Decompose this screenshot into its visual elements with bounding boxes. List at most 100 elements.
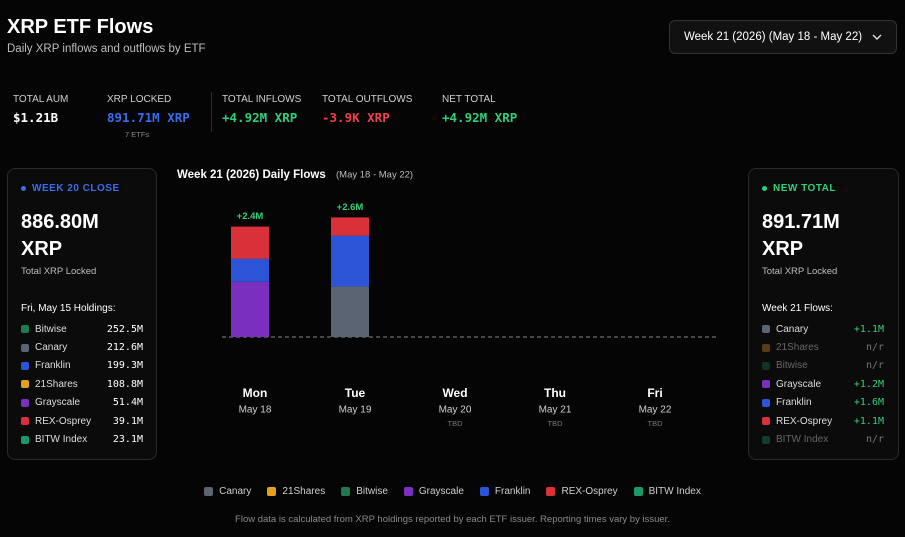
list-title: Week 21 Flows: <box>762 303 833 314</box>
list-row: 21Shares 108.8M <box>21 375 143 393</box>
legend-item: Canary <box>204 486 251 497</box>
row-value: 212.6M <box>106 342 143 354</box>
row-name: Canary <box>776 323 809 335</box>
row-name: REX-Osprey <box>776 415 833 427</box>
row-name: Franklin <box>776 397 812 409</box>
legend-item: BITW Index <box>633 486 701 497</box>
legend-swatch <box>633 487 643 496</box>
swatch <box>21 435 29 444</box>
stat-label: XRP LOCKED <box>107 94 172 105</box>
legend-item: Franklin <box>479 486 531 497</box>
row-value: n/r <box>865 360 884 372</box>
legend-item: REX-Osprey <box>546 486 618 497</box>
badge-dot <box>21 186 26 191</box>
week-select-label: Week 21 (2026) (May 18 - May 22) <box>683 31 863 43</box>
legend-swatch <box>341 487 351 496</box>
row-name: Grayscale <box>776 378 822 390</box>
row-value: 252.5M <box>106 323 143 335</box>
list-row: Grayscale +1.2M <box>762 375 884 393</box>
stat: TOTAL OUTFLOWS -3.9K XRP <box>322 94 412 125</box>
list-title: Fri, May 15 Holdings: <box>21 303 116 314</box>
badge: WEEK 20 CLOSE <box>21 183 120 194</box>
caption: Total XRP Locked <box>762 266 838 277</box>
list-row: Franklin +1.6M <box>762 394 884 412</box>
legend: Canary 21Shares Bitwise Grayscale Franklin RE… <box>0 486 905 497</box>
chart-subtitle: (May 18 - May 22) <box>336 170 413 181</box>
left-panel: WEEK 20 CLOSE 886.80M XRP Total XRP Locked F… <box>7 168 157 460</box>
list-row: REX-Osprey +1.1M <box>762 412 884 430</box>
row-value: +1.2M <box>853 378 884 390</box>
day-label: Thu <box>544 386 566 400</box>
legend-label: Franklin <box>494 486 531 497</box>
status-label: TBD <box>448 419 464 428</box>
list-row: Franklin 199.3M <box>21 357 143 375</box>
bar-segment <box>331 217 369 236</box>
legend-swatch <box>546 487 556 496</box>
row-name: 21Shares <box>776 342 819 354</box>
legend-label: Bitwise <box>356 486 388 497</box>
swatch <box>762 435 770 444</box>
badge: NEW TOTAL <box>762 183 836 194</box>
chart-title: Week 21 (2026) Daily Flows <box>177 169 326 181</box>
stat-value: +4.92M XRP <box>442 110 518 125</box>
subtitle: Daily XRP inflows and outflows by ETF <box>7 43 206 55</box>
stat-value: 891.71M XRP <box>107 110 190 125</box>
swatch <box>762 343 770 352</box>
bar-segment <box>231 281 269 337</box>
bar-segment <box>231 258 269 282</box>
row-value: 39.1M <box>112 415 143 427</box>
list-row: REX-Osprey 39.1M <box>21 412 143 430</box>
divider <box>211 92 212 132</box>
caption: Total XRP Locked <box>21 266 97 277</box>
row-value: +1.1M <box>853 323 884 335</box>
stat-value: +4.92M XRP <box>222 110 298 125</box>
row-name: Grayscale <box>35 397 81 409</box>
legend-item: 21Shares <box>267 486 325 497</box>
week-select[interactable]: Week 21 (2026) (May 18 - May 22) <box>669 20 897 54</box>
row-name: REX-Osprey <box>35 415 92 427</box>
unit: XRP <box>21 238 63 260</box>
list: Canary +1.1M 21Shares n/r Bitwise n/r Grayscal… <box>762 320 884 449</box>
list-row: BITW Index n/r <box>762 430 884 448</box>
row-value: +1.6M <box>853 397 884 409</box>
stat-label: TOTAL AUM <box>13 94 69 105</box>
list-row: BITW Index 23.1M <box>21 430 143 448</box>
footer: Flow data is calculated from XRP holding… <box>235 514 670 525</box>
legend-swatch <box>204 487 214 496</box>
swatch <box>762 398 770 407</box>
badge-dot <box>762 186 767 191</box>
date-label: May 18 <box>239 405 272 416</box>
row-name: Franklin <box>35 360 71 372</box>
row-name: Bitwise <box>776 360 808 372</box>
stat-value: -3.9K XRP <box>322 110 390 125</box>
stat: XRP LOCKED 891.71M XRP 7 ETFs <box>107 94 190 139</box>
row-value: +1.1M <box>853 415 884 427</box>
date-label: May 21 <box>539 405 572 416</box>
row-name: Bitwise <box>35 323 67 335</box>
legend-label: Canary <box>219 486 252 497</box>
bar-segment <box>331 286 369 337</box>
swatch <box>21 417 29 426</box>
total-label: +2.4M <box>237 211 264 222</box>
stat-value: $1.21B <box>13 110 59 125</box>
list-row: Bitwise 252.5M <box>21 320 143 338</box>
row-value: 23.1M <box>112 434 143 446</box>
legend-label: REX-Osprey <box>561 486 618 497</box>
legend-swatch <box>479 487 489 496</box>
row-value: n/r <box>865 434 884 446</box>
list-row: Grayscale 51.4M <box>21 394 143 412</box>
badge-text: NEW TOTAL <box>773 183 837 194</box>
list-row: Canary +1.1M <box>762 320 884 338</box>
day-label: Wed <box>442 386 467 400</box>
day-label: Fri <box>647 386 662 400</box>
right-panel: NEW TOTAL 891.71M XRP Total XRP Locked Week … <box>748 168 899 460</box>
stat: TOTAL AUM $1.21B <box>13 94 68 125</box>
swatch <box>21 380 29 389</box>
row-name: Canary <box>35 342 68 354</box>
row-value: n/r <box>865 342 884 354</box>
swatch <box>762 417 770 426</box>
stat-label: TOTAL OUTFLOWS <box>322 94 413 105</box>
swatch <box>21 325 29 334</box>
bar-segment <box>331 235 369 287</box>
